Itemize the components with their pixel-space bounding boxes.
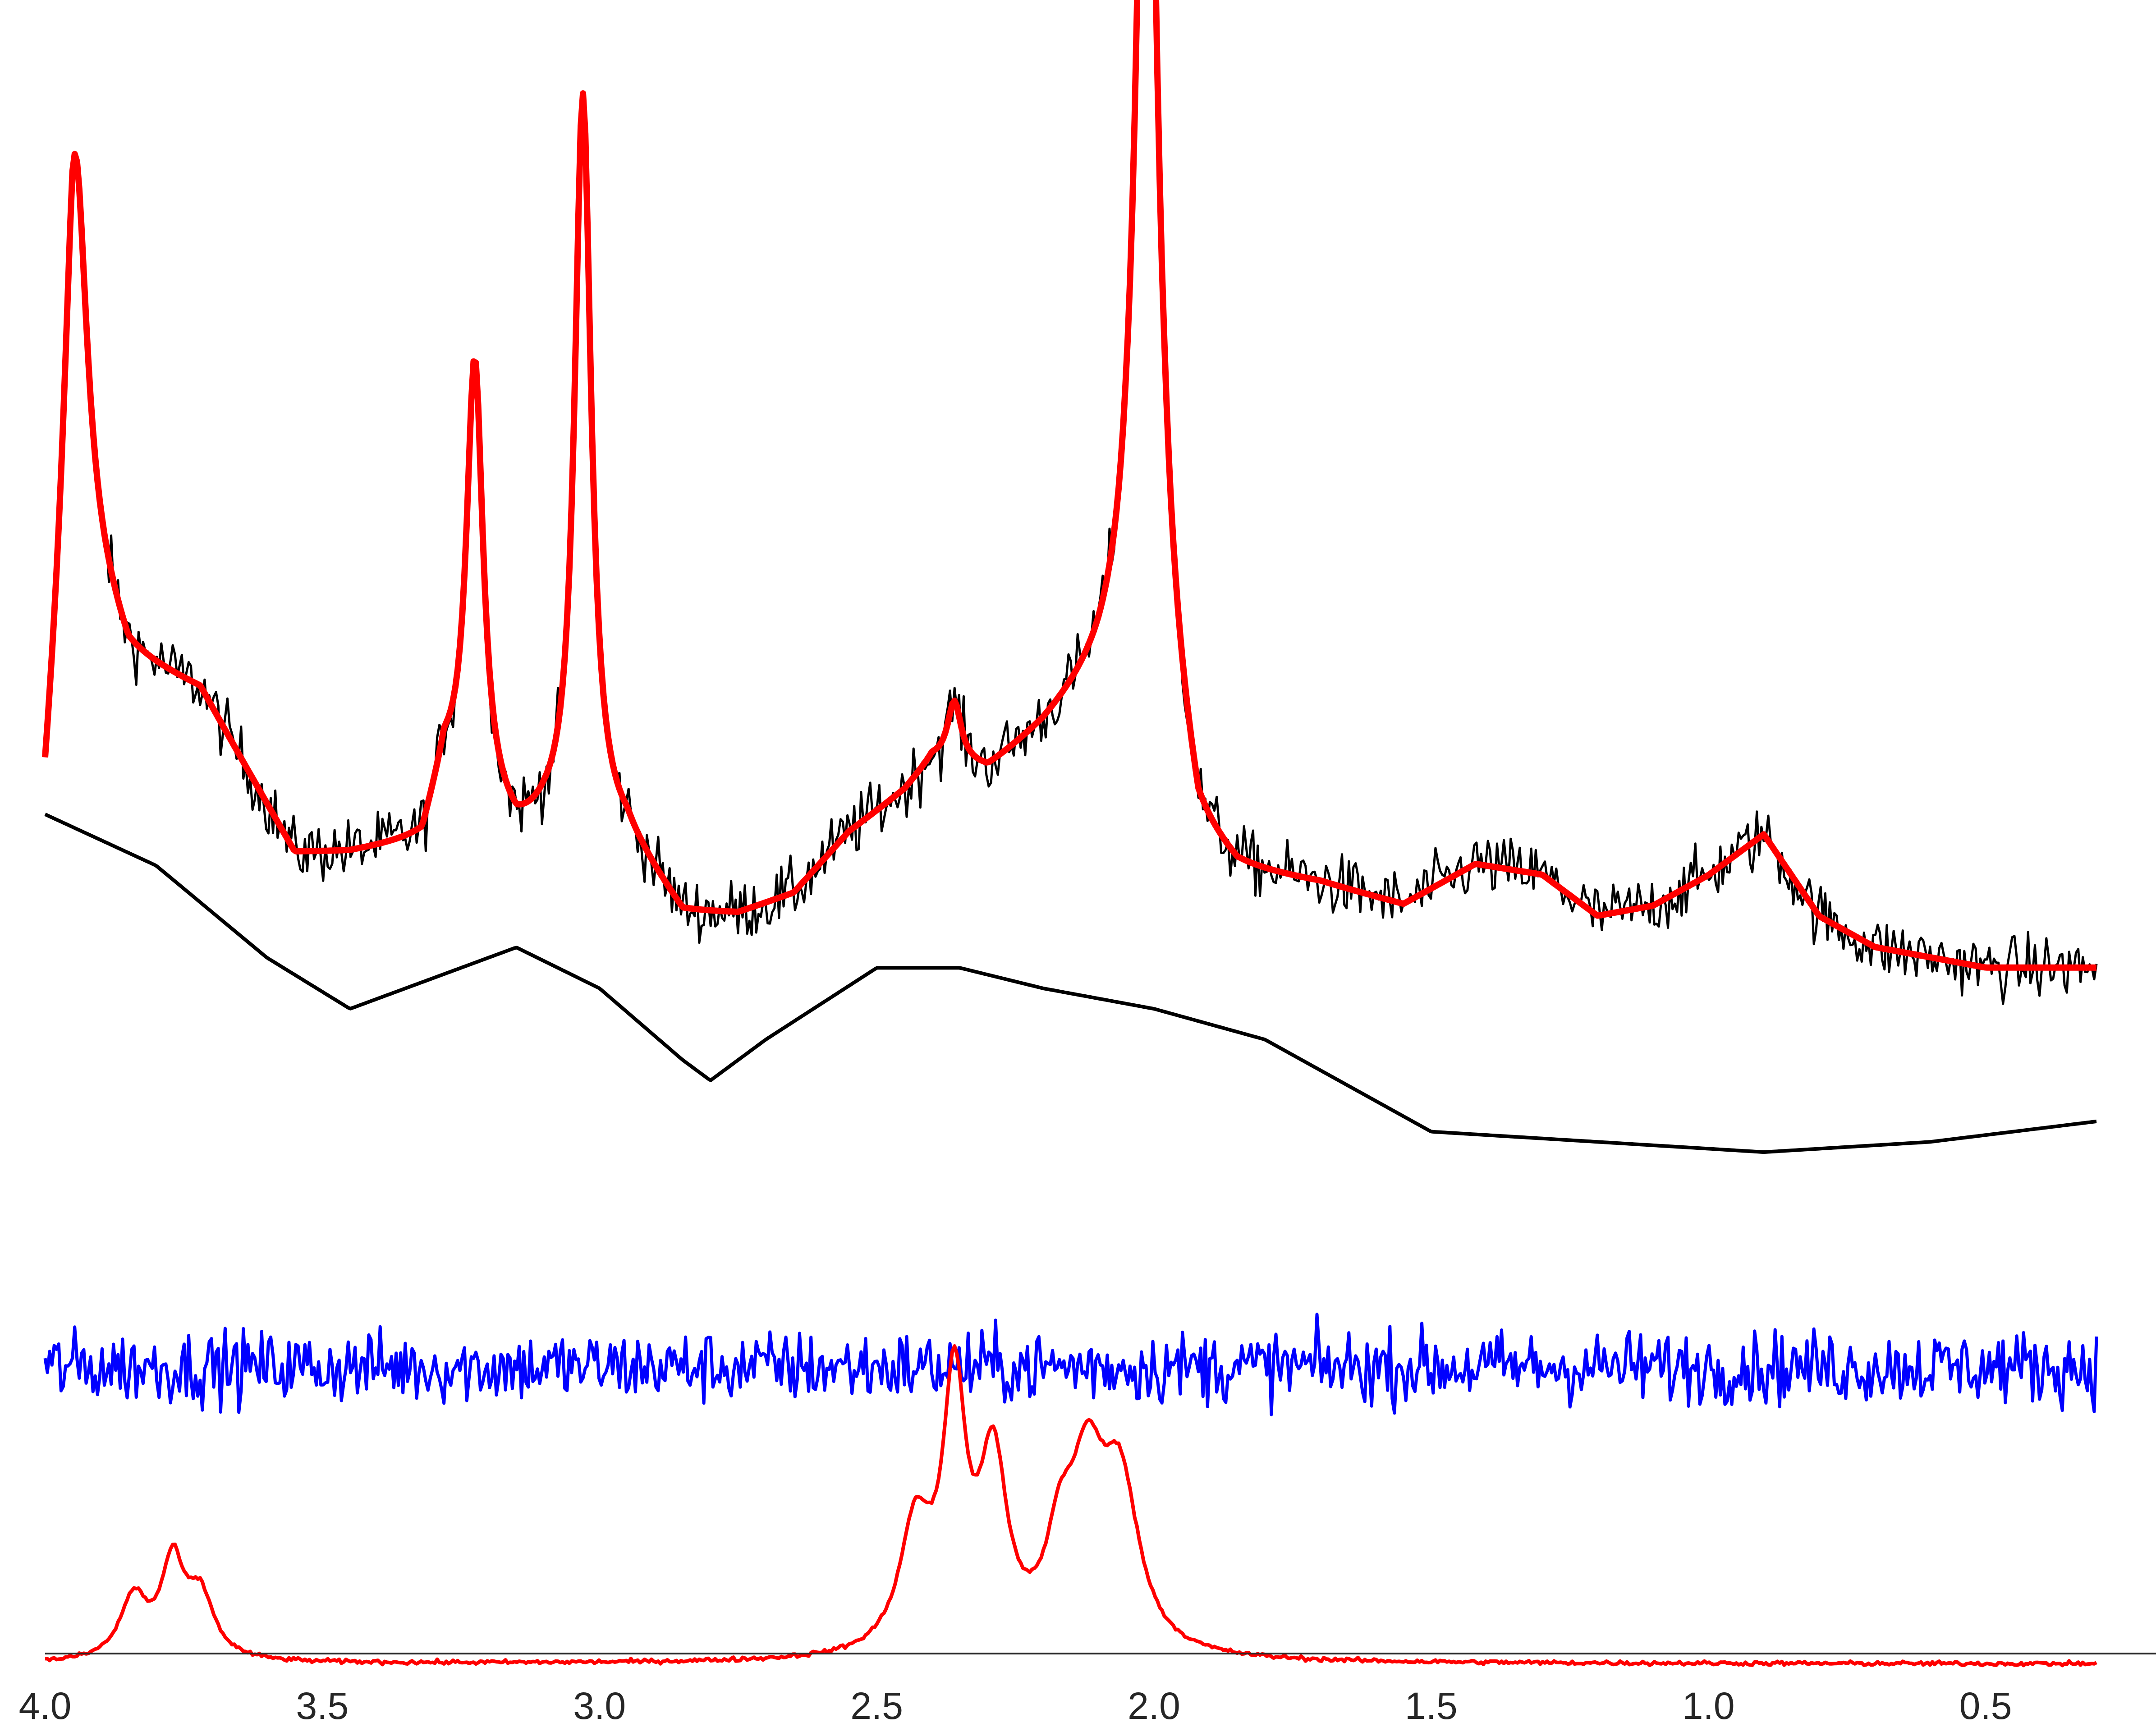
measured-spectrum [44,0,2098,1005]
x-tick-label: 4.0 [19,1685,72,1727]
x-tick-label: 3.5 [296,1685,349,1727]
fit [42,0,2097,971]
x-tick-label: 2.0 [1128,1685,1180,1727]
residual [43,1313,2098,1416]
x-axis-ticks: 4.0 3.5 3.0 2.5 2.0 1.5 1.0 0.5 [19,1685,2012,1727]
x-tick-label: 1.5 [1405,1685,1458,1727]
x-tick-label: 0.5 [1959,1685,2012,1727]
x-tick-label: 2.5 [850,1685,903,1727]
baseline [44,813,2097,1154]
x-tick-label: 3.0 [573,1685,626,1727]
plot-area [42,0,2098,1668]
x-tick-label: 1.0 [1682,1685,1735,1727]
component-1 [45,1344,2097,1668]
